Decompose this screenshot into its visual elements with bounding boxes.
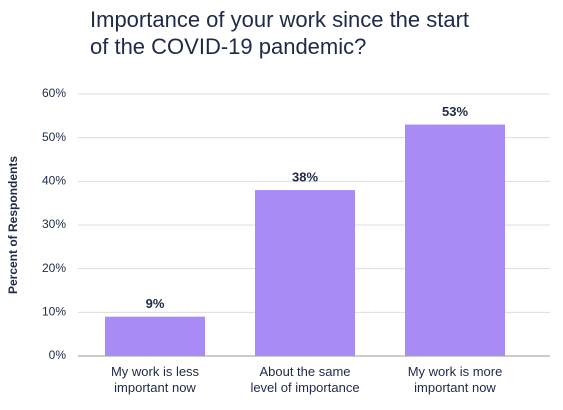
x-tick-label: My work is less important now bbox=[110, 364, 200, 395]
x-tick-label: About the same level of importance bbox=[250, 364, 360, 395]
y-tick-label: 10% bbox=[42, 305, 66, 319]
y-tick-label: 20% bbox=[42, 261, 66, 275]
value-label: 9% bbox=[146, 296, 165, 311]
y-tick-label: 0% bbox=[49, 348, 67, 362]
y-tick-label: 40% bbox=[42, 174, 66, 188]
value-label: 53% bbox=[442, 104, 468, 119]
bar bbox=[105, 316, 205, 356]
y-tick-label: 30% bbox=[42, 217, 66, 231]
bar bbox=[255, 190, 355, 356]
y-tick-label: 50% bbox=[42, 130, 66, 144]
value-label: 38% bbox=[292, 170, 318, 185]
y-tick-label: 60% bbox=[42, 86, 66, 100]
chart-title: Importance of your work since the start … bbox=[90, 7, 470, 59]
y-axis-label: Percent of Respondents bbox=[6, 156, 20, 294]
bar bbox=[405, 124, 505, 356]
x-tick-label: My work is more important now bbox=[407, 364, 503, 395]
